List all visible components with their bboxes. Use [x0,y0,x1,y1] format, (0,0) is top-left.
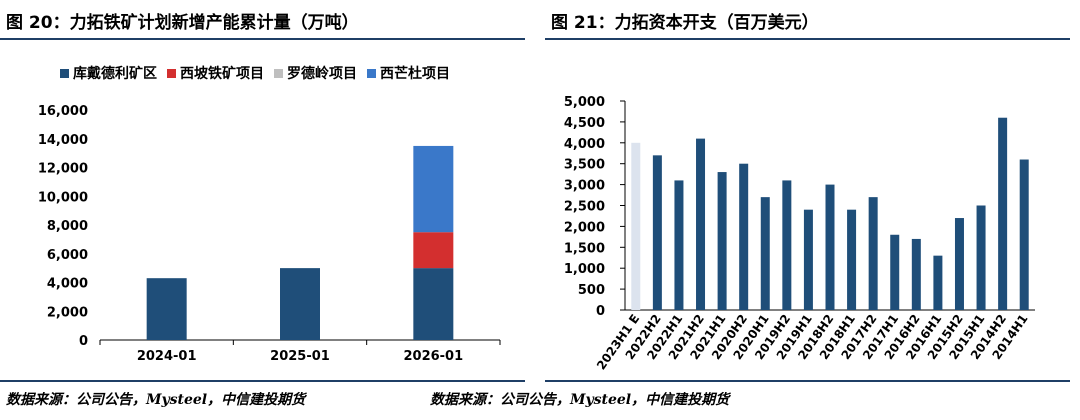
y-tick-label: 0 [79,334,88,349]
bar [760,197,770,310]
legend-label: 库戴德利矿区 [73,66,157,82]
right-chart-title: 图 21：力拓资本开支（百万美元） [551,13,819,33]
y-tick-label: 2,000 [564,220,605,235]
legend-swatch [60,68,69,78]
bar [825,184,835,310]
x-tick-label: 2024-01 [137,349,197,364]
bar [631,142,641,310]
y-tick-label: 2,500 [564,200,605,215]
y-tick-label: 3,500 [564,158,605,173]
y-tick-label: 10,000 [38,190,88,205]
legend-label: 西芒杜项目 [380,66,450,82]
legend-label: 罗德岭项目 [287,66,357,82]
bar-segment [280,268,320,340]
y-tick-label: 2,000 [47,305,88,320]
y-tick-label: 6,000 [47,248,88,263]
legend-item: 西坡铁矿项目 [167,63,264,83]
y-tick-label: 12,000 [38,162,88,177]
bar [674,180,684,310]
bar [652,155,662,310]
bar [1019,159,1029,310]
bar-segment [413,268,454,340]
legend-swatch [167,68,176,78]
bar [803,209,813,310]
y-tick-label: 16,000 [38,104,88,119]
y-tick-label: 1,000 [564,262,605,277]
x-tick-label: 2025-01 [270,349,330,364]
right-bottom-rule [545,380,1070,382]
legend-swatch [367,68,376,78]
legend-swatch [274,68,283,78]
bar [954,218,964,310]
left-chart: 0 2,000 4,000 6,000 8,000 10,000 12,000 14,000 1… [38,104,501,364]
bar [911,238,921,310]
left-chart-title: 图 20：力拓铁矿计划新增产能累计量（万吨） [6,13,359,33]
bar [782,180,792,310]
right-panel: 图 21：力拓资本开支（百万美元） 0 500 1,000 1,500 2,000 2,5… [430,0,1070,420]
y-tick-label: 14,000 [38,133,88,148]
bar [976,205,986,310]
left-title-rule [0,38,525,40]
bar [696,138,706,310]
legend-item: 罗德岭项目 [274,63,357,83]
bar-segment [146,278,187,340]
left-source: 数据来源：公司公告，Mysteel，中信建投期货 [6,392,306,408]
y-tick-label: 4,000 [564,137,605,152]
y-tick-label: 500 [578,283,605,298]
left-panel: 图 20：力拓铁矿计划新增产能累计量（万吨） 库戴德利矿区 西坡铁矿项目 罗德岭… [0,0,525,420]
legend-item: 西芒杜项目 [367,63,450,83]
bar [998,117,1008,310]
y-tick-label: 4,500 [564,116,605,131]
bar-segment [413,232,454,269]
left-legend: 库戴德利矿区 西坡铁矿项目 罗德岭项目 西芒杜项目 [60,63,450,83]
x-tick-label: 2026-01 [403,349,463,364]
y-tick-label: 3,000 [564,179,605,194]
y-tick-label: 8,000 [47,219,88,234]
right-title-rule [545,38,1070,40]
y-tick-label: 4,000 [47,277,88,292]
bar [890,234,900,310]
bar-segment [413,145,454,233]
legend-item: 库戴德利矿区 [60,63,157,83]
bar [847,209,857,310]
right-chart: 0 500 1,000 1,500 2,000 2,500 3,000 3,500 4,000 4… [564,95,1035,372]
bar [739,163,749,310]
y-tick-label: 5,000 [564,95,605,110]
right-source: 数据来源：公司公告，Mysteel，中信建投期货 [430,392,730,408]
y-tick-label: 0 [596,304,605,319]
legend-label: 西坡铁矿项目 [180,66,264,82]
y-tick-label: 1,500 [564,241,605,256]
bar [933,255,943,310]
bar [717,172,727,310]
left-bottom-rule [0,380,525,382]
bar [868,197,878,310]
